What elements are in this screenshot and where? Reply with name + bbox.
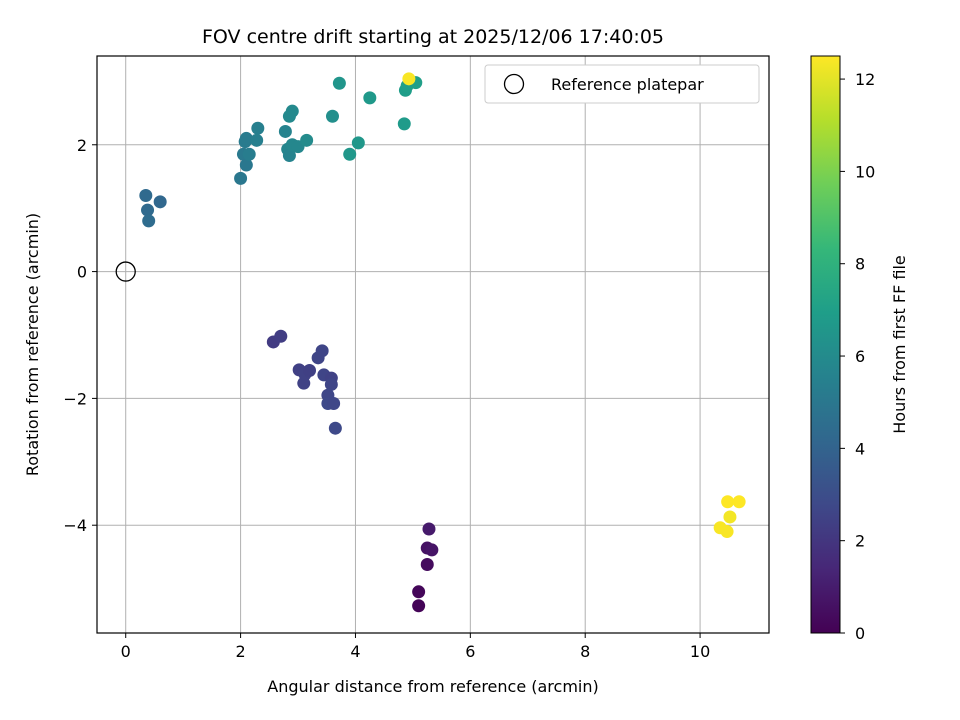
data-point xyxy=(363,91,377,105)
x-tick-label: 4 xyxy=(350,642,360,661)
colorbar-tick-label: 8 xyxy=(855,255,865,274)
legend-entry-reference: Reference platepar xyxy=(551,75,704,94)
data-point xyxy=(325,109,339,123)
data-point xyxy=(142,214,156,228)
colorbar-frame xyxy=(810,55,841,634)
colorbar-tick-label: 12 xyxy=(855,70,875,89)
data-point xyxy=(153,195,167,209)
data-point xyxy=(723,510,737,524)
data-point xyxy=(300,133,314,147)
data-point xyxy=(324,377,338,391)
data-point xyxy=(239,131,253,145)
data-point xyxy=(139,188,153,202)
x-tick-label: 8 xyxy=(580,642,590,661)
data-point xyxy=(141,203,155,217)
colorbar-label: Hours from first FF file xyxy=(890,255,909,434)
x-tick-label: 0 xyxy=(121,642,131,661)
data-point xyxy=(332,76,346,90)
data-point xyxy=(420,558,434,572)
y-axis-label: Rotation from reference (arcmin) xyxy=(23,213,42,476)
legend: Reference platepar xyxy=(484,64,760,104)
data-point xyxy=(402,72,416,86)
data-point xyxy=(422,522,436,536)
data-point xyxy=(234,171,248,185)
data-point xyxy=(425,543,439,557)
data-point xyxy=(328,421,342,435)
data-point xyxy=(285,104,299,118)
colorbar-ticks: 0 2 4 6 8 10 12 xyxy=(840,70,875,643)
x-tick-label: 10 xyxy=(690,642,710,661)
colorbar-tick-label: 4 xyxy=(855,439,865,458)
y-tick-label: 0 xyxy=(77,263,87,282)
x-tick-label: 2 xyxy=(235,642,245,661)
data-point xyxy=(315,344,329,358)
data-point xyxy=(327,396,341,410)
legend-reference-marker xyxy=(503,73,525,95)
colorbar: 0 2 4 6 8 10 12 Hours from first FF file xyxy=(810,55,909,643)
data-points xyxy=(139,72,746,613)
y-axis-ticks: −4 −2 0 2 xyxy=(63,136,97,535)
data-point xyxy=(397,117,411,131)
data-point xyxy=(274,329,288,343)
data-point xyxy=(278,124,292,138)
data-point xyxy=(242,147,256,161)
data-point xyxy=(250,133,264,147)
y-tick-label: 2 xyxy=(77,136,87,155)
reference-platepar-marker xyxy=(115,261,136,282)
x-tick-label: 6 xyxy=(465,642,475,661)
data-point xyxy=(351,136,365,150)
legend-box xyxy=(484,64,760,104)
data-point xyxy=(297,376,311,390)
x-axis-ticks: 0 2 4 6 8 10 xyxy=(121,633,710,661)
data-point xyxy=(720,525,734,539)
chart-title: FOV centre drift starting at 2025/12/06 … xyxy=(202,26,664,48)
colorbar-tick-label: 0 xyxy=(855,624,865,643)
colorbar-gradient xyxy=(811,56,840,633)
data-point xyxy=(721,495,735,509)
plot-frame xyxy=(96,55,770,634)
data-point xyxy=(412,585,426,599)
data-point xyxy=(239,158,253,172)
y-tick-label: −2 xyxy=(63,389,87,408)
data-point xyxy=(282,149,296,163)
data-point xyxy=(732,495,746,509)
data-point xyxy=(412,599,426,613)
y-tick-label: −4 xyxy=(63,516,87,535)
x-axis-label: Angular distance from reference (arcmin) xyxy=(267,677,598,696)
data-point xyxy=(251,121,265,135)
colorbar-tick-label: 10 xyxy=(855,162,875,181)
colorbar-tick-label: 2 xyxy=(855,532,865,551)
data-point xyxy=(343,147,357,161)
colorbar-tick-label: 6 xyxy=(855,347,865,366)
data-point xyxy=(303,363,317,377)
reference-marker-layer xyxy=(115,261,136,282)
